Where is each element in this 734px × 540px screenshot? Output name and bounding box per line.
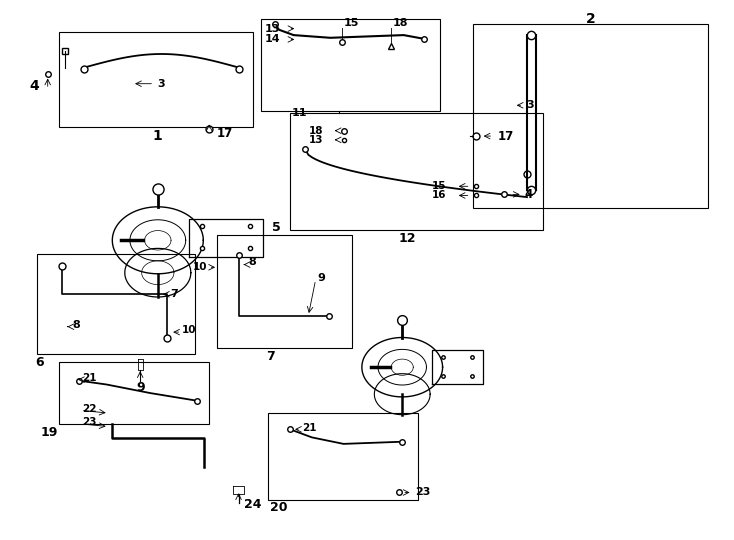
Text: 11: 11 [291, 108, 307, 118]
Text: 6: 6 [35, 356, 44, 369]
Text: 4: 4 [29, 79, 39, 93]
Bar [37, 254, 195, 354]
Text: 21: 21 [82, 373, 97, 383]
Text: 16: 16 [432, 191, 446, 200]
Text: 8: 8 [248, 257, 256, 267]
Text: 2: 2 [586, 12, 596, 26]
Text: 23: 23 [82, 417, 97, 427]
Text: 24: 24 [244, 498, 262, 511]
Text: 12: 12 [399, 232, 416, 245]
Text: 15: 15 [344, 18, 359, 28]
Text: 5: 5 [272, 221, 280, 234]
Bar [473, 24, 708, 208]
Text: 10: 10 [182, 326, 197, 335]
Text: 22: 22 [82, 404, 97, 414]
Text: 15: 15 [432, 181, 446, 191]
Bar [59, 32, 253, 127]
Text: 17: 17 [217, 127, 233, 140]
Text: 7: 7 [170, 289, 178, 299]
Text: 10: 10 [193, 262, 208, 272]
Text: 20: 20 [270, 501, 288, 514]
Text: 21: 21 [302, 423, 317, 433]
Text: 9: 9 [136, 381, 145, 394]
Text: 13: 13 [264, 24, 280, 33]
Text: 4: 4 [525, 188, 533, 201]
Text: 9: 9 [317, 273, 325, 283]
Text: 7: 7 [266, 350, 275, 363]
Text: 3: 3 [526, 100, 534, 110]
Text: 23: 23 [415, 488, 430, 497]
Text: 13: 13 [308, 135, 323, 145]
Bar [290, 113, 543, 230]
Bar [59, 362, 209, 424]
Text: 3: 3 [158, 79, 165, 89]
Text: 18: 18 [393, 18, 408, 28]
Bar [268, 413, 418, 500]
Text: 8: 8 [72, 320, 80, 330]
Text: 18: 18 [308, 126, 323, 136]
Text: 19: 19 [40, 426, 58, 438]
Bar [217, 235, 352, 348]
Text: 14: 14 [264, 35, 280, 44]
Text: 17: 17 [498, 130, 514, 143]
Text: 1: 1 [153, 129, 163, 143]
Bar [261, 19, 440, 111]
